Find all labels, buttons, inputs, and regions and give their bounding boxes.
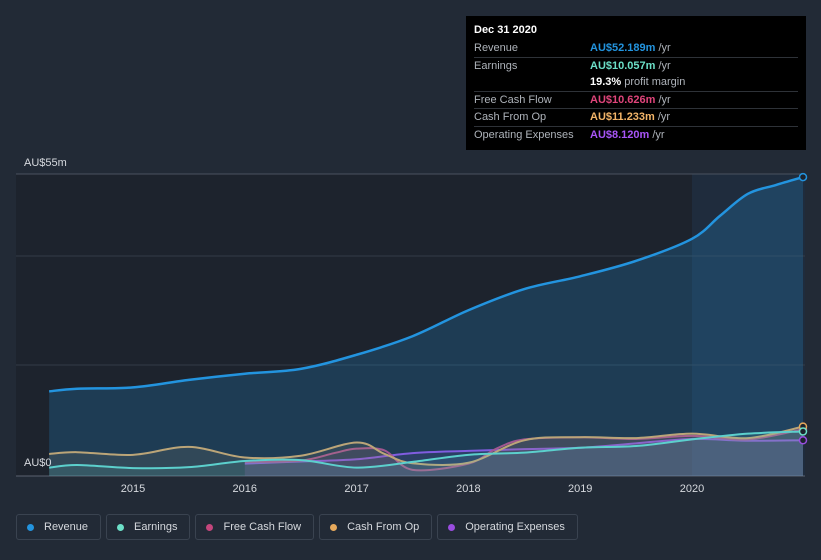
legend-label: Operating Expenses [465, 521, 565, 533]
operating-expenses-line [244, 437, 804, 465]
series-layer [49, 175, 804, 477]
tooltip-row-value: AU$52.189m [590, 42, 656, 55]
tooltip: Dec 31 2020 Revenue AU$52.189m/yr Earnings… [466, 16, 806, 150]
earnings-endpoint [798, 427, 808, 436]
legend-dot-icon [330, 523, 338, 531]
y-axis-bottom-label: AU$0 [24, 457, 52, 469]
tooltip-row-value: AU$10.626m [590, 93, 656, 106]
tooltip-row: Revenue AU$52.189m/yr [474, 40, 798, 57]
operating-expenses-area [244, 438, 804, 476]
legend-item-revenue[interactable]: Revenue [16, 514, 102, 540]
legend-label: Free Cash Flow [223, 521, 302, 533]
tooltip-row-value: AU$10.057m [590, 59, 656, 72]
revenue-area [49, 177, 803, 477]
tooltip-row: 19.3% profit margin [474, 74, 798, 91]
x-tick-label: 2017 [344, 483, 368, 495]
tooltip-row-unit: /yr [658, 42, 671, 55]
x-tick-label: 2018 [456, 483, 480, 495]
tooltip-row-value: 19.3% [590, 76, 622, 89]
tooltip-row-name: Revenue [474, 42, 519, 55]
legend-item-earnings[interactable]: Earnings [106, 514, 191, 540]
y-axis-top-label: AU$55m [24, 157, 67, 169]
earnings-area [49, 431, 803, 476]
tooltip-row-unit: /yr [658, 93, 671, 106]
tooltip-row-name: Earnings [474, 59, 518, 72]
grid [16, 173, 805, 477]
earnings-line [49, 430, 804, 470]
cash-from-op-line [49, 425, 804, 466]
tooltip-row-value: AU$11.233m [590, 111, 655, 124]
tooltip-rows: Revenue AU$52.189m/yr Earnings AU$10.057m/y… [474, 40, 798, 143]
tooltip-row-value: AU$8.120m [590, 128, 650, 141]
tooltip-row: Free Cash Flow AU$10.626m/yr [474, 90, 798, 109]
tooltip-row: Earnings AU$10.057m/yr [474, 56, 798, 75]
legend-item-free-cash-flow[interactable]: Free Cash Flow [195, 514, 315, 540]
plot-background [16, 174, 805, 476]
tooltip-row-name: Operating Expenses [474, 128, 574, 141]
legend-label: Cash From Op [347, 521, 420, 533]
tooltip-row-unit: /yr [658, 59, 671, 72]
operating-expenses-endpoint [798, 436, 808, 445]
legend-item-cash-from-op[interactable]: Cash From Op [319, 514, 433, 540]
x-tick-label: 2020 [680, 483, 704, 495]
tooltip-row-unit: profit margin [624, 76, 686, 89]
legend-label: Revenue [44, 521, 89, 533]
tooltip-row-unit: /yr [652, 128, 665, 141]
legend: Revenue Earnings Free Cash Flow Cash From O… [16, 514, 578, 542]
x-tick-label: 2016 [233, 483, 257, 495]
legend-dot-icon [27, 523, 34, 531]
cash-from-op-area [49, 426, 803, 476]
legend-dot-icon [448, 523, 456, 531]
tooltip-row-name: Cash From Op [474, 111, 547, 124]
revenue-endpoint [798, 172, 808, 182]
tooltip-row: Cash From Op AU$11.233m/yr [474, 108, 798, 126]
x-axis-ticks: 2015 2016 2017 2018 2019 2020 [121, 483, 704, 495]
legend-dot-icon [117, 523, 125, 531]
tooltip-date: Dec 31 2020 [474, 24, 537, 36]
tooltip-row-unit: /yr [657, 111, 671, 124]
tooltip-row: Operating Expenses AU$8.120m/yr [474, 125, 798, 144]
legend-dot-icon [206, 523, 214, 531]
tooltip-row-name: Free Cash Flow [474, 93, 552, 106]
legend-item-operating-expenses[interactable]: Operating Expenses [437, 514, 578, 540]
legend-label: Earnings [134, 521, 178, 533]
endpoints [798, 172, 808, 445]
x-tick-label: 2019 [568, 483, 592, 495]
revenue-line [49, 175, 804, 393]
x-tick-label: 2015 [121, 483, 145, 495]
